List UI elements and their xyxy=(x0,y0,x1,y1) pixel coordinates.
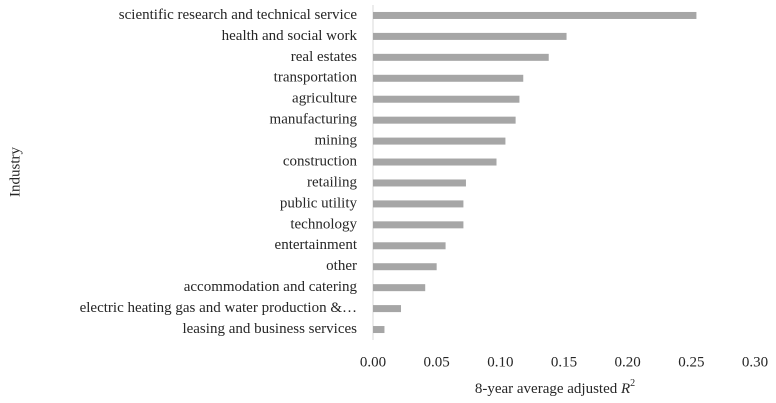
y-tick-label: public utility xyxy=(280,195,358,211)
y-tick-label: construction xyxy=(283,153,358,169)
x-axis-title-text: 8-year average adjusted xyxy=(475,381,618,397)
y-tick-label: manufacturing xyxy=(270,112,358,128)
bar xyxy=(373,32,567,40)
y-tick-label: leasing and business services xyxy=(182,321,357,337)
bar xyxy=(373,11,697,19)
y-tick-label: retailing xyxy=(307,174,357,190)
bar xyxy=(373,158,497,166)
x-tick-label: 0.20 xyxy=(615,354,641,370)
y-tick-label: accommodation and catering xyxy=(184,279,358,295)
bar xyxy=(373,116,516,124)
x-tick-label: 0.10 xyxy=(487,354,513,370)
bar xyxy=(373,179,466,187)
y-tick-label: mining xyxy=(314,133,357,149)
bar xyxy=(373,263,437,271)
y-tick-label: real estates xyxy=(291,49,357,65)
bar xyxy=(373,137,506,145)
x-tick-label: 0.30 xyxy=(742,354,768,370)
x-tick-label: 0.05 xyxy=(424,354,450,370)
x-tick-label: 0.00 xyxy=(360,354,386,370)
y-axis-title: Industry xyxy=(7,147,23,197)
y-tick-label: electric heating gas and water productio… xyxy=(80,300,357,316)
bar xyxy=(373,242,446,250)
bar xyxy=(373,53,549,61)
bar xyxy=(373,221,464,229)
bar xyxy=(373,74,524,82)
x-axis-title: 8-year average adjusted R2 xyxy=(475,378,635,397)
bar xyxy=(373,284,426,292)
y-tick-label: scientific research and technical servic… xyxy=(119,7,358,23)
y-tick-label: agriculture xyxy=(292,91,357,107)
y-tick-label: other xyxy=(326,258,357,274)
x-tick-label: 0.15 xyxy=(551,354,577,370)
y-tick-label: transportation xyxy=(274,70,358,86)
bar xyxy=(373,200,464,208)
x-tick-label: 0.25 xyxy=(678,354,704,370)
y-tick-label: health and social work xyxy=(222,28,358,44)
x-axis-title-sup: 2 xyxy=(630,378,635,389)
bar xyxy=(373,305,402,313)
y-tick-label: technology xyxy=(290,216,357,232)
x-axis-title-var: R xyxy=(620,381,630,397)
y-tick-label: entertainment xyxy=(275,237,358,253)
bar xyxy=(373,95,520,103)
bar xyxy=(373,326,385,334)
